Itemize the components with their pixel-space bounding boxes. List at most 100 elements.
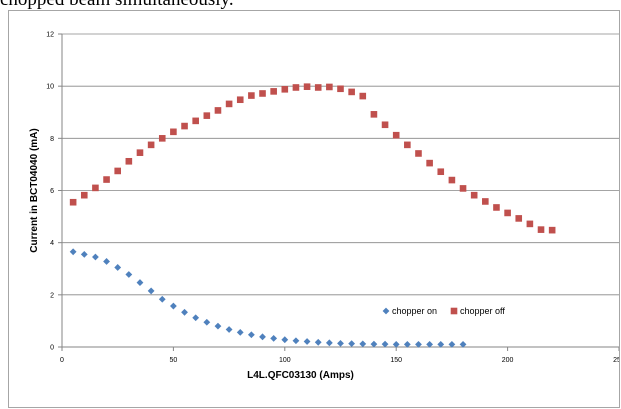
chopper-on-point [147, 287, 155, 295]
chopper-off-point [314, 84, 322, 91]
chopper-on-point [459, 340, 467, 348]
chopper-on-point [125, 271, 133, 278]
y-tick-label: 10 [46, 84, 54, 91]
chopper-off-point [80, 191, 88, 199]
x-tick-label: 200 [502, 357, 514, 364]
chopper-on-point [303, 338, 311, 345]
chopper-off-point [248, 92, 255, 99]
chopper-off-point [281, 85, 289, 93]
chopper-on-point [337, 339, 344, 347]
chopper-off-point [448, 176, 456, 184]
chopper-off-legend-label: chopper off [460, 306, 505, 316]
y-tick-label: 2 [50, 292, 54, 299]
chopper-on-point [247, 331, 255, 339]
chopper-off-point [359, 92, 367, 100]
chopper-off-point [415, 150, 422, 157]
chopper-off-point [504, 209, 511, 217]
chopper-off-point [337, 85, 344, 93]
chopper-on-point [192, 314, 200, 322]
chopper-off-point [459, 185, 467, 192]
chopper-off-point [437, 168, 445, 176]
chopper-off-point [537, 226, 545, 233]
chopper-on-point [281, 336, 289, 344]
y-tick-label: 12 [46, 32, 54, 39]
chopper-off-point [92, 184, 99, 192]
chopper-off-point [392, 131, 400, 139]
chopper-on-legend-label: chopper on [392, 306, 437, 316]
y-tick-label: 8 [50, 136, 54, 143]
page-header-text: chopped beam simultaneously. [0, 0, 234, 11]
chopper-off-point [103, 176, 110, 183]
chopper-off-point [381, 121, 389, 129]
chopper-on-point [381, 340, 389, 348]
chopper-on-point [415, 340, 422, 348]
chopper-on-point [270, 334, 278, 342]
y-tick-label: 0 [50, 345, 54, 352]
x-tick-label: 250 [613, 357, 619, 364]
x-axis-title: L4L.QFC03130 (Amps) [247, 370, 354, 381]
chopper-off-point [158, 135, 166, 142]
chopper-on-point [325, 339, 333, 347]
x-tick-label: 0 [60, 357, 64, 364]
chopper-off-point [270, 88, 277, 95]
chopper-off-legend-marker [450, 307, 458, 315]
chopper-off-point [147, 141, 155, 149]
chopper-on-point [170, 302, 177, 310]
chopper-off-point [370, 111, 378, 118]
chopper-on-point [392, 340, 400, 348]
chopper-on-point [236, 328, 244, 336]
chopper-off-point [404, 141, 411, 149]
chopper-on-point [203, 318, 211, 326]
chopper-on-point [158, 295, 166, 303]
chopper-off-point [548, 226, 556, 234]
axes [58, 33, 619, 351]
chopper-off-point [482, 198, 489, 205]
gridlines [62, 33, 619, 296]
chopper-on-point [370, 340, 378, 348]
chopper-on-point [259, 333, 266, 341]
y-axis-title: Current in BCT04040 (mA) [29, 128, 40, 252]
chopper-off-point [170, 128, 177, 136]
chopper-off-point [348, 88, 355, 96]
data-points [69, 83, 556, 348]
chopper-off-point [203, 112, 211, 119]
chopper-on-point [426, 340, 434, 348]
chopper-off-point [515, 215, 523, 222]
chopper-off-point [192, 117, 199, 125]
chopper-off-point [493, 204, 500, 211]
chopper-off-point [326, 83, 333, 91]
chopper-on-point [448, 340, 456, 348]
chopper-off-point [214, 107, 222, 114]
chopper-off-point [303, 83, 311, 90]
chopper-on-point [92, 253, 99, 261]
chopper-off-point [69, 198, 77, 206]
chopper-on-legend-marker [382, 307, 390, 315]
x-tick-label: 150 [390, 357, 402, 364]
chopper-on-point [114, 264, 122, 271]
chopper-off-point [136, 149, 144, 156]
chopper-off-point [236, 96, 244, 104]
chopper-off-point [125, 157, 133, 165]
chopper-on-point [136, 279, 144, 286]
chopper-off-point [114, 167, 121, 175]
chopper-on-point [403, 340, 411, 348]
chopper-off-point [181, 122, 188, 130]
chopper-on-point [292, 337, 300, 345]
chopper-on-point [80, 251, 88, 258]
chopper-off-point [292, 84, 300, 91]
y-tick-label: 4 [50, 240, 54, 247]
chopper-off-point [526, 220, 534, 228]
tick-labels: 0 2 4 6 8 10 12 0 50 100 150 200 250 [46, 32, 619, 365]
chopper-off-point [426, 159, 433, 167]
scatter-chart: 024681012050100150200250 chopper onchopp… [29, 32, 619, 381]
x-tick-label: 100 [279, 357, 291, 364]
legend: chopper on chopper off [382, 306, 505, 316]
chopper-on-point [359, 340, 367, 348]
chopper-off-point [259, 90, 266, 97]
y-tick-label: 6 [50, 188, 54, 195]
chopper-on-point [69, 248, 77, 256]
chopper-off-point [225, 100, 233, 108]
chopper-on-point [225, 326, 233, 333]
x-tick-label: 50 [170, 357, 178, 364]
chopper-on-point [314, 338, 322, 346]
